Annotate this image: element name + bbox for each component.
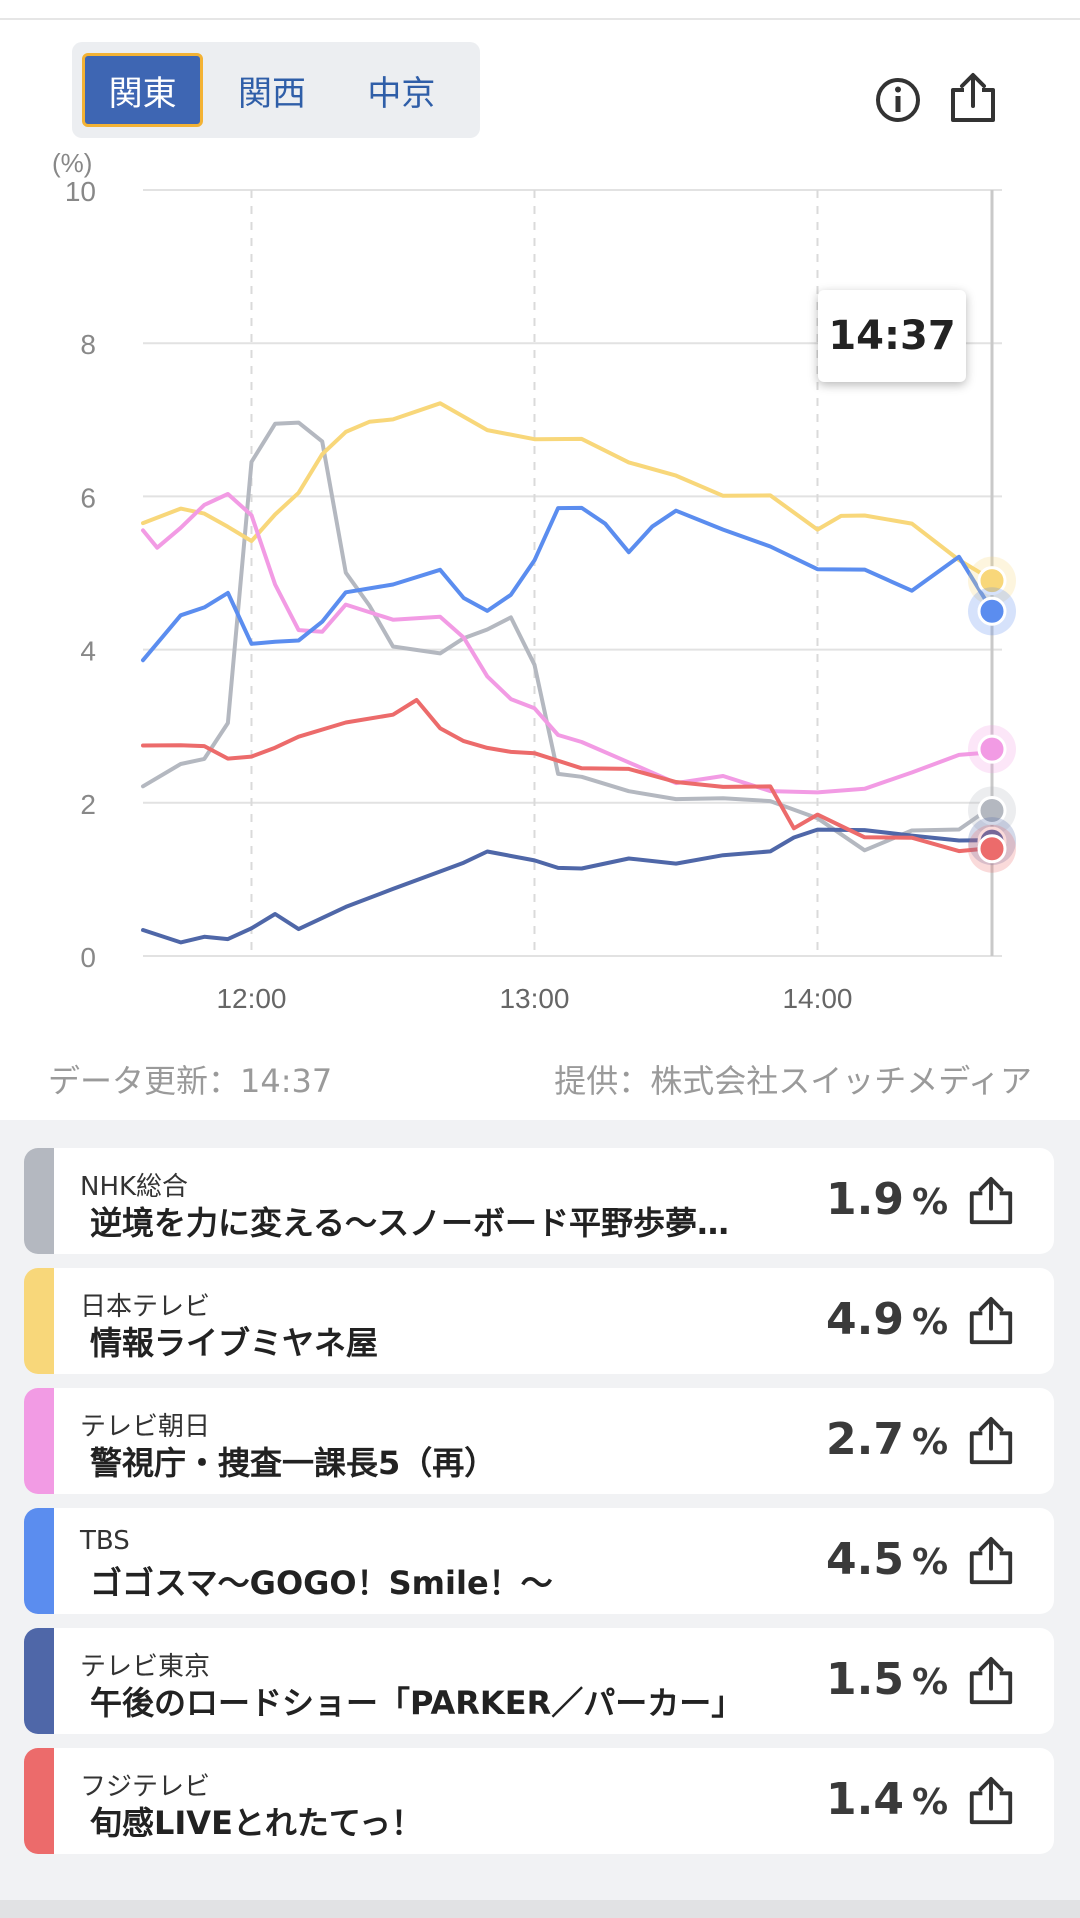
time-tooltip: 14:37	[818, 290, 966, 382]
region-tabs: 関東 関西 中京	[72, 42, 480, 138]
y-axis-label: (%)	[52, 150, 92, 178]
channel-color-bar	[24, 1748, 54, 1854]
channel-name: TBS	[80, 1526, 130, 1556]
y-tick-label: 2	[80, 789, 96, 820]
y-tick-label: 0	[80, 942, 96, 973]
tab-kansai[interactable]: 関西	[238, 73, 307, 114]
rating-value: 1.5%	[826, 1654, 949, 1705]
channel-card-tbs[interactable]: TBS ゴゴスマ～GOGO！Smile！～ 4.5%	[24, 1508, 1054, 1614]
program-title: 午後のロードショー「PARKER／パーカー」	[90, 1684, 744, 1722]
share-icon[interactable]	[966, 1176, 1016, 1226]
y-tick-label: 10	[65, 176, 96, 207]
channel-name: 日本テレビ	[80, 1292, 211, 1322]
channel-color-bar	[24, 1148, 54, 1254]
series-line	[141, 492, 994, 795]
series-endpoint-dot	[977, 795, 1007, 825]
series-endpoint-dot	[977, 834, 1007, 864]
channel-name: テレビ東京	[80, 1652, 211, 1682]
channel-card-tvtokyo[interactable]: テレビ東京 午後のロードショー「PARKER／パーカー」 1.5%	[24, 1628, 1054, 1734]
program-title: ゴゴスマ～GOGO！Smile！～	[90, 1564, 553, 1602]
tab-chukyo[interactable]: 中京	[367, 73, 436, 114]
y-tick-label: 6	[80, 482, 96, 513]
share-icon[interactable]	[966, 1296, 1016, 1346]
series-endpoint-dot	[977, 596, 1007, 626]
channel-color-bar	[24, 1508, 54, 1614]
tab-kanto[interactable]: 関東	[82, 53, 204, 127]
line-chart: 0 2 4 6 8 10(%) 12:00 13:00 14:00	[52, 150, 1016, 1014]
channel-color-bar	[24, 1268, 54, 1374]
channel-name: NHK総合	[80, 1172, 189, 1202]
channel-card-ntv[interactable]: 日本テレビ 情報ライブミヤネ屋 4.9%	[24, 1268, 1054, 1374]
rating-value: 1.4%	[826, 1774, 949, 1825]
top-divider	[0, 0, 1080, 20]
rating-chart: 0 2 4 6 8 10 (%) 12:00 13:00 14:00 14:37	[0, 150, 1080, 1050]
info-icon[interactable]	[874, 76, 922, 124]
rating-value: 4.5%	[826, 1534, 949, 1585]
series-line	[141, 420, 994, 853]
bottom-bar	[0, 1900, 1080, 1918]
share-icon[interactable]	[966, 1656, 1016, 1706]
share-icon[interactable]	[966, 1416, 1016, 1466]
series-line	[141, 698, 994, 854]
y-tick-label: 8	[80, 329, 96, 360]
channel-name: フジテレビ	[80, 1772, 211, 1802]
x-tick-label: 14:00	[782, 983, 852, 1014]
x-tick-label: 13:00	[499, 983, 569, 1014]
channel-color-bar	[24, 1388, 54, 1494]
share-icon[interactable]	[966, 1776, 1016, 1826]
rating-value: 4.9%	[826, 1294, 949, 1345]
rating-value: 2.7%	[826, 1414, 949, 1465]
x-tick-label: 12:00	[216, 983, 286, 1014]
program-title: 情報ライブミヤネ屋	[90, 1324, 379, 1362]
program-title: 警視庁・捜査一課長5（再）	[90, 1444, 497, 1482]
channel-list: NHK総合 逆境を力に変える～スノーボード平野歩夢… 1.9% 日本テレビ 情報…	[0, 1120, 1080, 1918]
series-endpoint-dot	[977, 566, 1007, 596]
y-tick-label: 4	[80, 636, 96, 667]
program-title: 旬感LIVEとれたてっ！	[90, 1804, 424, 1842]
channel-name: テレビ朝日	[80, 1412, 211, 1442]
channel-card-nhk[interactable]: NHK総合 逆境を力に変える～スノーボード平野歩夢… 1.9%	[24, 1148, 1054, 1254]
share-icon[interactable]	[948, 72, 998, 124]
series-endpoint-dot	[977, 734, 1007, 764]
data-updated-label: データ更新：14:37	[48, 1062, 333, 1100]
rating-value: 1.9%	[826, 1174, 949, 1225]
channel-card-fuji[interactable]: フジテレビ 旬感LIVEとれたてっ！ 1.4%	[24, 1748, 1054, 1854]
program-title: 逆境を力に変える～スノーボード平野歩夢…	[90, 1204, 730, 1242]
series-line	[141, 505, 994, 663]
channel-card-tvasahi[interactable]: テレビ朝日 警視庁・捜査一課長5（再） 2.7%	[24, 1388, 1054, 1494]
chart-meta: データ更新：14:37 提供：株式会社スイッチメディア	[0, 1050, 1080, 1106]
data-provider-label: 提供：株式会社スイッチメディア	[554, 1062, 1032, 1100]
series-line	[141, 401, 994, 582]
series-line	[141, 827, 994, 945]
channel-color-bar	[24, 1628, 54, 1734]
share-icon[interactable]	[966, 1536, 1016, 1586]
